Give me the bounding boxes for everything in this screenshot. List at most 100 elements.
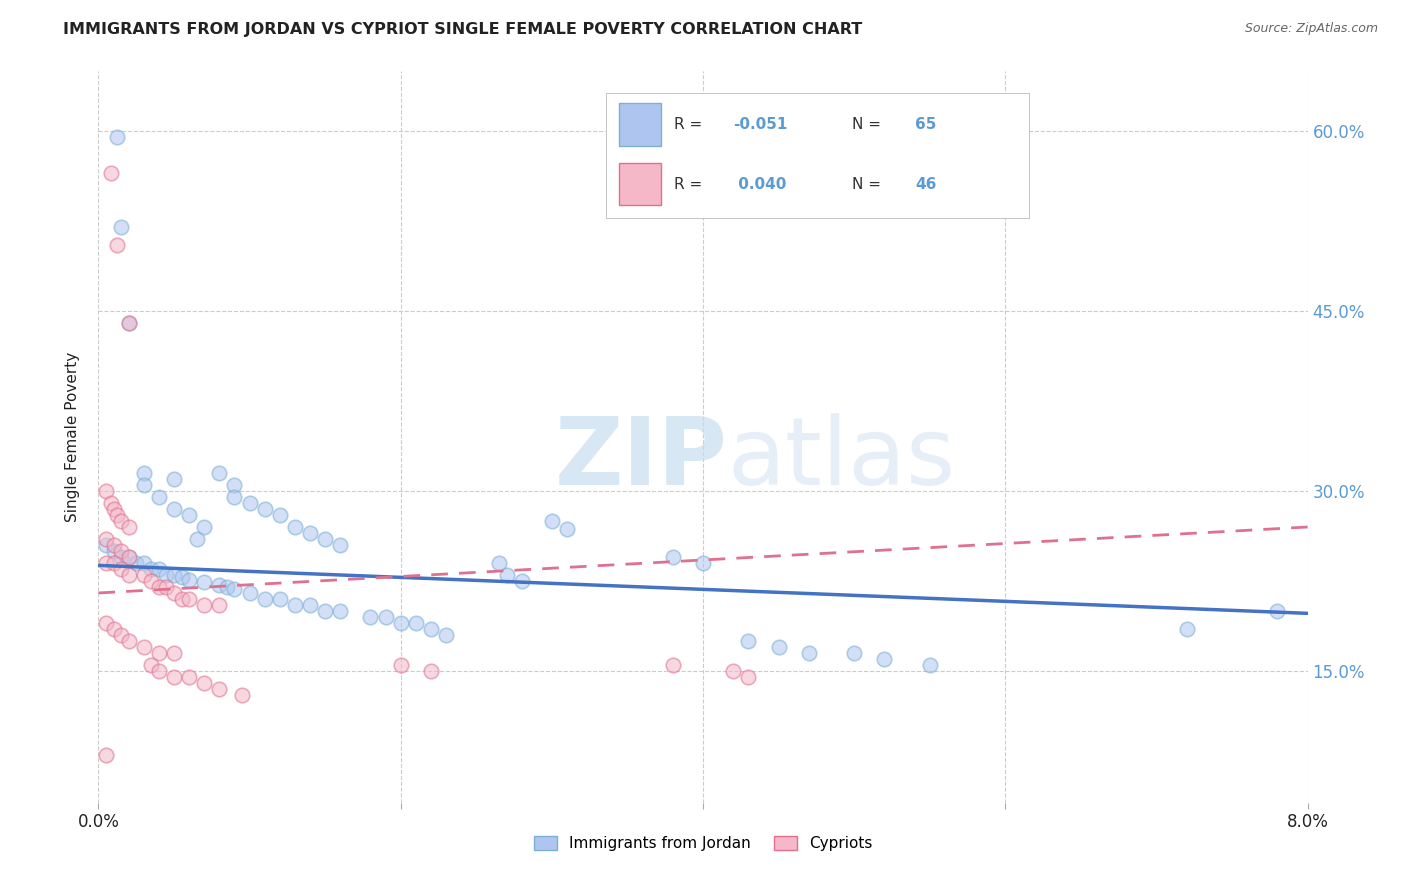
Point: [94, 538, 117, 552]
Text: ZIP: ZIP: [554, 413, 727, 505]
Point: [132, 568, 155, 582]
Point: [141, 657, 163, 672]
Point: [118, 520, 141, 534]
Point: [132, 640, 155, 654]
Point: [110, 220, 132, 235]
Point: [215, 580, 238, 594]
Point: [434, 628, 457, 642]
Point: [94, 483, 117, 498]
Point: [253, 502, 276, 516]
Point: [148, 490, 170, 504]
Point: [110, 544, 132, 558]
Point: [105, 238, 128, 252]
Point: [179, 573, 201, 587]
Point: [661, 657, 683, 672]
Point: [170, 570, 193, 584]
Text: Source: ZipAtlas.com: Source: ZipAtlas.com: [1244, 22, 1378, 36]
Point: [170, 591, 193, 606]
Point: [510, 574, 533, 588]
Point: [239, 586, 262, 600]
Point: [163, 646, 186, 660]
Y-axis label: Single Female Poverty: Single Female Poverty: [65, 352, 80, 522]
Point: [103, 502, 125, 516]
Point: [103, 622, 125, 636]
Point: [374, 610, 396, 624]
Point: [405, 615, 427, 630]
Point: [94, 556, 117, 570]
Point: [540, 514, 562, 528]
Point: [768, 640, 790, 654]
Point: [208, 466, 231, 480]
Point: [125, 556, 148, 570]
Point: [110, 628, 132, 642]
Point: [208, 598, 231, 612]
Point: [253, 591, 276, 606]
Point: [737, 634, 759, 648]
Point: [94, 615, 117, 630]
Text: atlas: atlas: [727, 413, 956, 505]
Point: [284, 520, 307, 534]
Point: [360, 610, 382, 624]
Point: [132, 556, 155, 570]
Point: [148, 646, 170, 660]
Point: [100, 166, 122, 180]
Point: [692, 556, 714, 570]
Point: [723, 664, 745, 678]
Point: [163, 502, 186, 516]
Legend: Immigrants from Jordan, Cypriots: Immigrants from Jordan, Cypriots: [527, 830, 879, 857]
Point: [224, 582, 246, 597]
Point: [389, 615, 412, 630]
Point: [155, 568, 177, 582]
Point: [193, 575, 215, 590]
Point: [118, 549, 141, 564]
Point: [118, 549, 141, 564]
Point: [420, 664, 443, 678]
Point: [103, 538, 125, 552]
Point: [103, 544, 125, 558]
Point: [94, 747, 117, 762]
Point: [918, 657, 941, 672]
Point: [132, 478, 155, 492]
Point: [118, 568, 141, 582]
Point: [269, 508, 291, 522]
Point: [193, 598, 215, 612]
Point: [488, 556, 510, 570]
Point: [269, 591, 291, 606]
Point: [329, 538, 352, 552]
Point: [737, 670, 759, 684]
Point: [118, 316, 141, 330]
Point: [1267, 604, 1289, 618]
Text: IMMIGRANTS FROM JORDAN VS CYPRIOT SINGLE FEMALE POVERTY CORRELATION CHART: IMMIGRANTS FROM JORDAN VS CYPRIOT SINGLE…: [63, 22, 862, 37]
Point: [284, 598, 307, 612]
Point: [224, 478, 246, 492]
Point: [163, 472, 186, 486]
Point: [118, 316, 141, 330]
Point: [141, 574, 163, 588]
Point: [329, 604, 352, 618]
Point: [148, 562, 170, 576]
Point: [155, 580, 177, 594]
Point: [148, 580, 170, 594]
Point: [163, 568, 186, 582]
Point: [132, 466, 155, 480]
Point: [495, 568, 517, 582]
Point: [224, 490, 246, 504]
Point: [179, 591, 201, 606]
Point: [186, 532, 208, 546]
Point: [193, 676, 215, 690]
Point: [94, 532, 117, 546]
Point: [208, 577, 231, 591]
Point: [110, 514, 132, 528]
Point: [314, 532, 336, 546]
Point: [661, 549, 683, 564]
Point: [797, 646, 820, 660]
Point: [163, 670, 186, 684]
Point: [110, 562, 132, 576]
Point: [100, 496, 122, 510]
Point: [141, 562, 163, 576]
Point: [179, 508, 201, 522]
Point: [239, 496, 262, 510]
Point: [179, 670, 201, 684]
Point: [314, 604, 336, 618]
Point: [118, 634, 141, 648]
